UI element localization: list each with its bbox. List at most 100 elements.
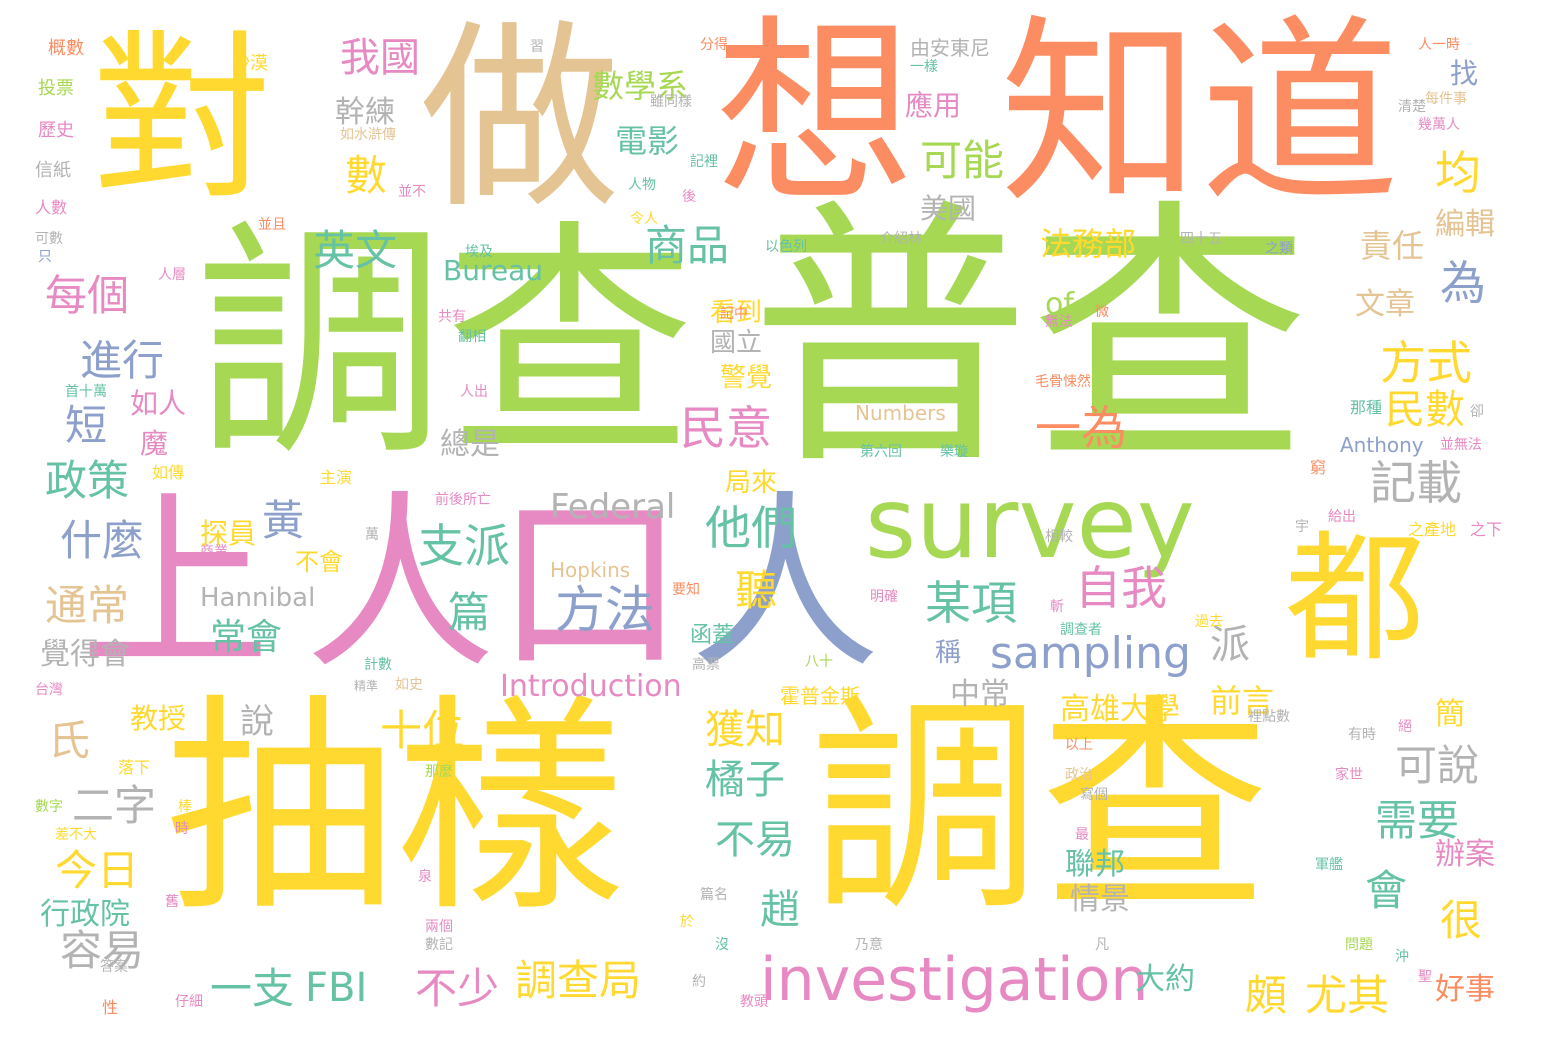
word: 好事 (1435, 972, 1495, 1007)
word: 寫個 (1080, 787, 1108, 803)
word: 可數 (35, 231, 63, 247)
word: Federal (550, 487, 676, 527)
word: 政治 (1065, 767, 1093, 783)
word: 窮 (1310, 458, 1327, 477)
word: 均 (1435, 146, 1481, 200)
word: 一為 (1035, 401, 1127, 455)
word: 幾萬人 (1418, 117, 1460, 133)
word: 第六回 (860, 444, 902, 460)
word: 凡 (1095, 937, 1109, 953)
word: Numbers (855, 401, 946, 425)
word: 不少 (415, 964, 500, 1013)
word: 文章 (1355, 287, 1415, 322)
word: 投票 (38, 78, 74, 99)
word: 沒 (715, 937, 729, 953)
word: 明確 (870, 589, 898, 605)
word: 之類 (1265, 241, 1293, 257)
word: 二字 (72, 781, 157, 830)
word: 於 (680, 914, 694, 930)
word: 篇 (448, 588, 491, 637)
word: 人 (690, 474, 881, 695)
word: 某項 (925, 576, 1017, 630)
word: 乃意 (855, 937, 883, 953)
word: 沙漠 (232, 53, 268, 74)
word: Introduction (500, 669, 682, 704)
word: 介紹林 (880, 231, 922, 247)
word: 調查 (195, 199, 695, 490)
word: FBI (305, 965, 368, 1011)
word: 都 (1285, 518, 1426, 681)
word: 局來 (725, 468, 778, 498)
word: 由安東尼 (910, 36, 990, 60)
word: 首十萬 (65, 384, 107, 400)
word: 人出 (460, 384, 488, 400)
word: 情景 (1070, 882, 1130, 917)
word: 趙 (760, 887, 800, 933)
word: 篇名 (700, 887, 728, 903)
word: 探員 (200, 517, 257, 550)
word: 四十五 (1180, 231, 1222, 247)
word: 聽 (735, 566, 778, 615)
word: investigation (760, 945, 1149, 1015)
word: 要知 (672, 582, 700, 598)
word: 氏 (48, 716, 91, 765)
word: 如水滸傳 (340, 127, 396, 143)
word: 那種 (1350, 398, 1383, 417)
word: 以色列 (765, 239, 807, 255)
word: 政策 (45, 456, 130, 505)
word: 應用 (905, 89, 962, 122)
word: 做 (420, 3, 621, 236)
word: 數字 (35, 799, 63, 815)
word: 常會 (210, 617, 283, 658)
word: 人物 (628, 177, 656, 193)
word: 中常 (950, 677, 1010, 712)
word: 沖 (1395, 949, 1409, 965)
word: 萬 (365, 527, 379, 543)
word: 警覺 (720, 363, 773, 393)
word: 容易 (60, 926, 145, 975)
word: 支派 (418, 519, 510, 573)
word: 性 (102, 998, 119, 1017)
word: 數學系 (592, 67, 689, 105)
word: 數 (345, 151, 388, 200)
word: 仔細 (175, 994, 203, 1010)
word: 調查者 (1060, 622, 1102, 638)
word: 數記 (425, 937, 453, 953)
word: 自我 (1075, 561, 1167, 615)
word: 計數 (364, 657, 392, 673)
word: 可說 (1395, 741, 1480, 790)
word: 商品 (645, 221, 730, 270)
word: 想 (715, 0, 916, 231)
word: 國立 (710, 328, 763, 358)
word: 聖 (1418, 969, 1432, 985)
word: 毛骨悚然 (1035, 374, 1091, 390)
word: 之下 (1470, 520, 1503, 539)
word: 樂璇 (940, 444, 968, 460)
word: 雖同樣 (650, 94, 692, 110)
word: 民數 (1385, 387, 1465, 433)
word: 美國 (920, 192, 977, 225)
word: 尤其 (1305, 971, 1390, 1020)
word: 十位 (380, 706, 465, 755)
word: 那麼 (425, 764, 453, 780)
word: 辦案 (1435, 837, 1495, 872)
word: 令人 (630, 211, 658, 227)
word: 一支 (210, 964, 295, 1013)
word: 普查 (750, 177, 1310, 503)
word: Bureau (443, 254, 543, 287)
word: of (1045, 287, 1074, 322)
word: sampling (990, 628, 1191, 679)
word: 總是 (440, 427, 500, 462)
word: 編輯 (1435, 207, 1495, 242)
word: 魔 (140, 427, 169, 460)
word: 信紙 (35, 160, 71, 181)
word: 共有 (438, 309, 466, 325)
word: 高雄大學 (1060, 692, 1180, 727)
word: 可能 (920, 136, 1005, 185)
word: 找 (1450, 57, 1479, 90)
word: 每件事 (1425, 91, 1467, 107)
word: 概數 (48, 38, 84, 59)
word: 清楚 (1398, 99, 1426, 115)
word: 家世 (1335, 767, 1363, 783)
